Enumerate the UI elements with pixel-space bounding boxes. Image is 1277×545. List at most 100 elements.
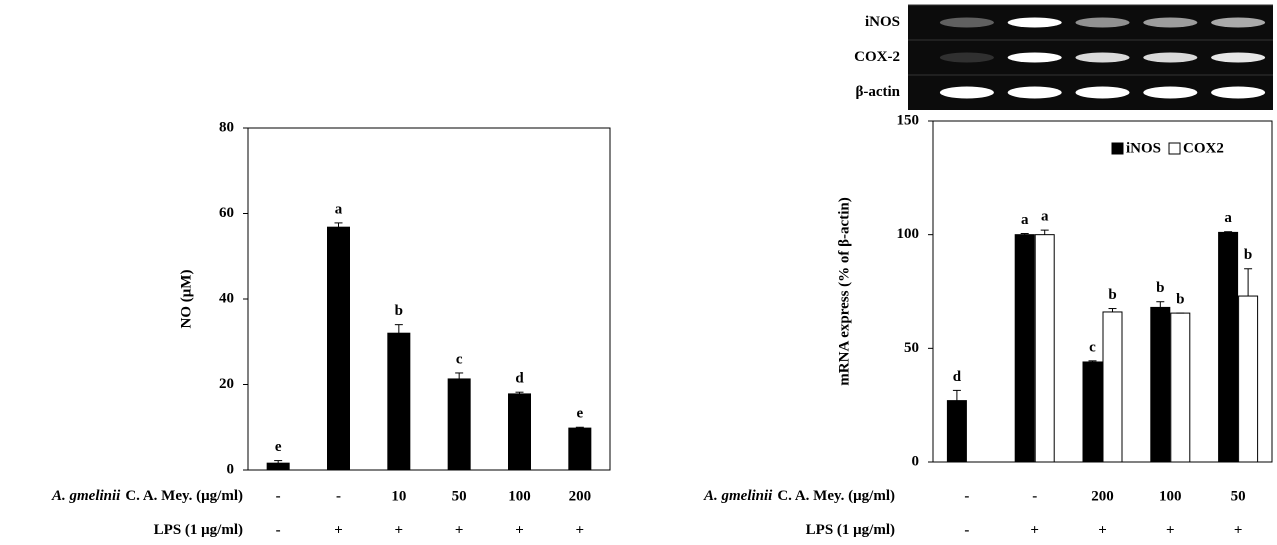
blot-band <box>1211 53 1265 63</box>
blot-label: COX-2 <box>854 49 900 65</box>
significance-letter: d <box>515 371 524 387</box>
row-value: - <box>964 522 969 538</box>
significance-letter: a <box>1021 212 1029 228</box>
blot-band <box>1143 87 1197 99</box>
row-value: - <box>336 488 341 504</box>
blot-band <box>1211 18 1265 28</box>
y-tick-label: 60 <box>219 205 234 221</box>
bar <box>947 401 966 462</box>
row-value: + <box>1098 522 1107 538</box>
page: 0 20 40 60 80 NO (μM) A. gmeliniiC. A. Mey. (μ… <box>0 0 1277 545</box>
error-bar <box>953 390 961 400</box>
significance-letter: b <box>395 303 403 319</box>
plot-frame <box>248 128 610 470</box>
blot-band <box>1076 87 1130 99</box>
blot-band <box>1008 87 1062 99</box>
error-bar <box>1156 302 1164 308</box>
row-label: LPS (1 μg/ml) <box>154 522 243 538</box>
row-value: + <box>1030 522 1039 538</box>
row-label-text: C. A. Mey. (μg/ml) <box>125 488 243 504</box>
significance-letter: b <box>1244 247 1252 263</box>
row-label-text: LPS (1 μg/ml) <box>806 522 895 538</box>
significance-letter: a <box>1041 209 1049 225</box>
row-label-text: LPS (1 μg/ml) <box>154 522 243 538</box>
blot-band <box>1211 87 1265 99</box>
blot-band <box>1076 18 1130 28</box>
row-value: - <box>1032 488 1037 504</box>
figure: 0 20 40 60 80 NO (μM) A. gmeliniiC. A. Mey. (μ… <box>0 0 1277 545</box>
row-label-text: C. A. Mey. (μg/ml) <box>777 488 895 504</box>
error-bar <box>455 373 463 379</box>
row-value: - <box>964 488 969 504</box>
significance-letter: a <box>335 201 343 217</box>
row-value: - <box>276 522 281 538</box>
y-tick-label: 150 <box>897 112 920 128</box>
significance-letter: b <box>1108 287 1116 303</box>
bar <box>1171 313 1190 462</box>
y-tick-label: 0 <box>227 461 235 477</box>
blot-band <box>1008 18 1062 28</box>
row-value: 200 <box>1091 488 1114 504</box>
row-value: + <box>455 522 464 538</box>
error-bar <box>1041 230 1049 235</box>
row-label: A. gmeliniiC. A. Mey. (μg/ml) <box>51 488 243 504</box>
bar <box>569 428 591 470</box>
error-bar <box>395 325 403 334</box>
bar <box>328 227 350 470</box>
blot-band <box>940 87 994 99</box>
row-value: + <box>515 522 524 538</box>
significance-letter: b <box>1156 280 1164 296</box>
bar <box>388 333 410 470</box>
y-tick-label: 50 <box>904 340 919 356</box>
legend-swatch <box>1169 143 1180 154</box>
blot-band <box>1076 53 1130 63</box>
error-bar <box>1109 309 1117 312</box>
blot-band <box>940 18 994 28</box>
row-value: 10 <box>391 488 406 504</box>
row-value: - <box>276 488 281 504</box>
bar <box>1015 235 1034 462</box>
legend-label: iNOS <box>1126 140 1161 156</box>
blot-band <box>1143 18 1197 28</box>
y-axis-label: NO (μM) <box>178 270 194 329</box>
y-tick-label: 100 <box>897 226 920 242</box>
y-tick-label: 0 <box>912 453 920 469</box>
significance-letter: d <box>953 369 962 385</box>
significance-letter: b <box>1176 292 1184 308</box>
blot-band <box>1008 53 1062 63</box>
row-value: 50 <box>1231 488 1246 504</box>
bar <box>1035 235 1054 462</box>
row-value: 50 <box>452 488 467 504</box>
legend-swatch <box>1112 143 1123 154</box>
row-value: + <box>395 522 404 538</box>
bar <box>509 394 531 470</box>
error-bar <box>335 223 343 227</box>
row-label: LPS (1 μg/ml) <box>806 522 895 538</box>
y-tick-label: 40 <box>219 290 234 306</box>
bar <box>1219 232 1238 462</box>
bar <box>1151 307 1170 462</box>
y-tick-label: 80 <box>219 119 234 135</box>
row-value: + <box>576 522 585 538</box>
legend-label: COX2 <box>1183 140 1224 156</box>
row-value: 100 <box>1159 488 1182 504</box>
blot-label: iNOS <box>865 14 900 30</box>
significance-letter: e <box>275 439 282 455</box>
bar <box>267 463 289 470</box>
significance-letter: c <box>1089 339 1096 355</box>
significance-letter: e <box>576 406 583 422</box>
blot-label: β-actin <box>855 84 900 100</box>
row-value: + <box>1166 522 1175 538</box>
bar <box>1083 362 1102 462</box>
error-bar <box>1244 269 1252 296</box>
bar <box>1103 312 1122 462</box>
y-tick-label: 20 <box>219 376 234 392</box>
significance-letter: c <box>456 351 463 367</box>
bar <box>448 379 470 470</box>
row-value: + <box>1234 522 1243 538</box>
bar <box>1239 296 1258 462</box>
significance-letter: a <box>1224 210 1232 226</box>
y-axis-label: mRNA express (% of β-actin) <box>836 197 852 385</box>
blot-band <box>940 53 994 63</box>
